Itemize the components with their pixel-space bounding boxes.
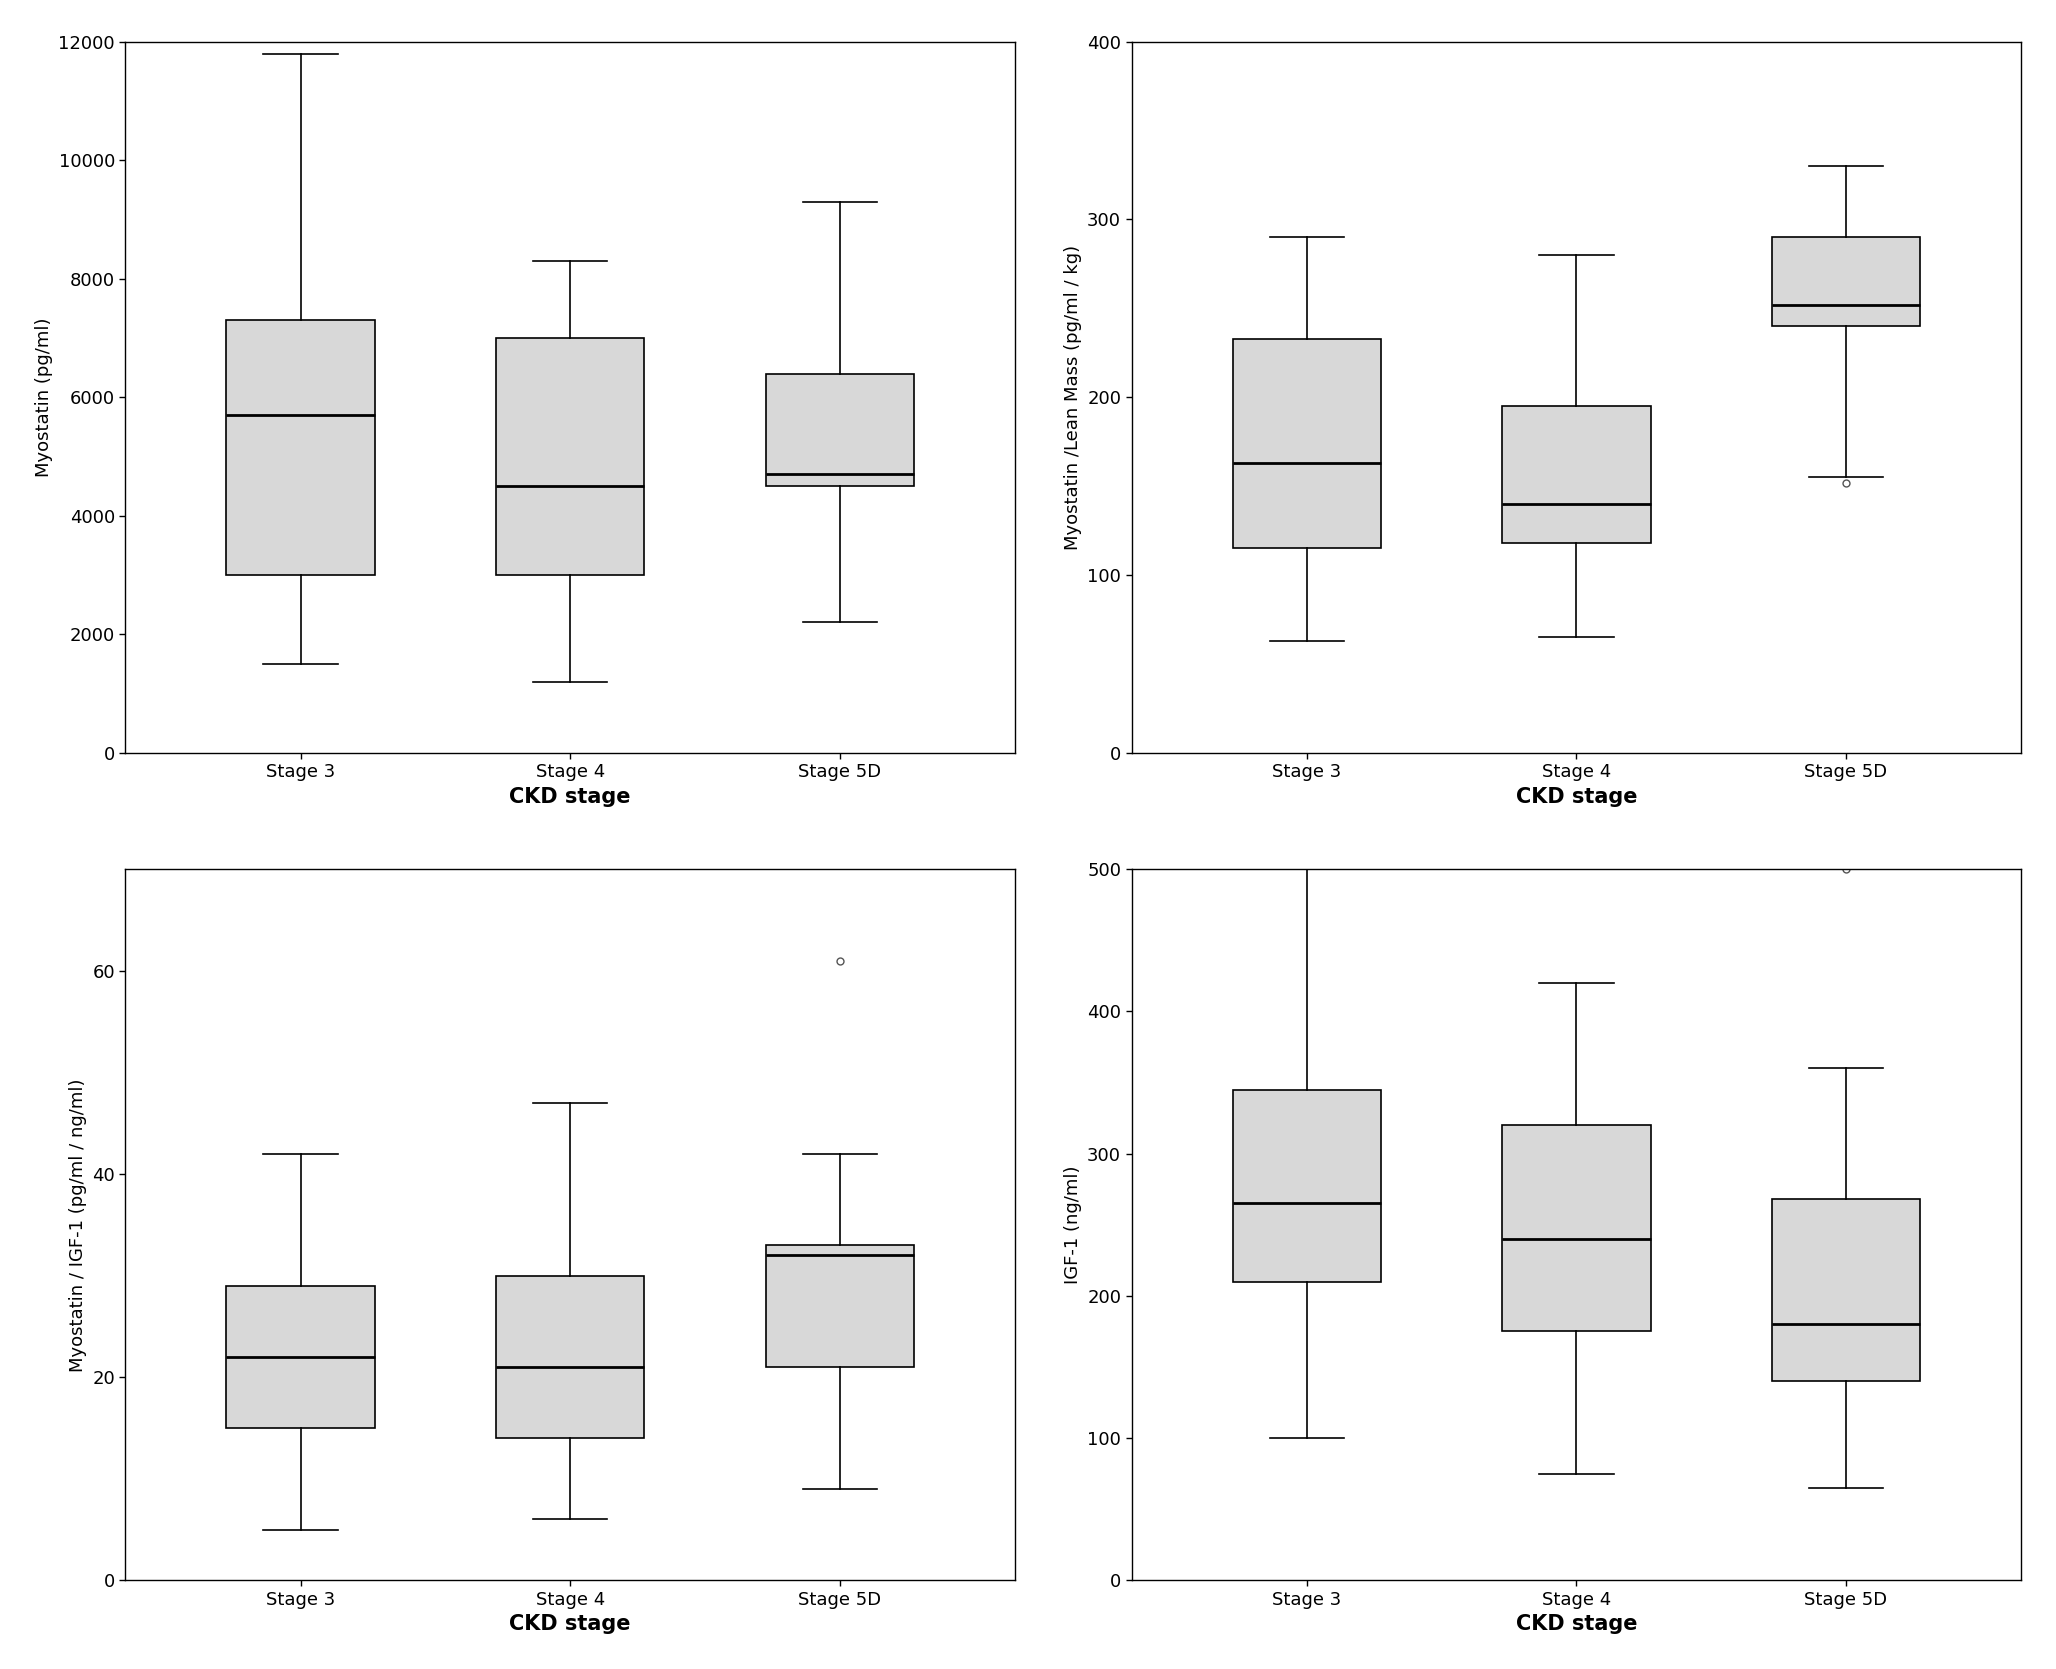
PathPatch shape <box>765 374 915 486</box>
X-axis label: CKD stage: CKD stage <box>510 1614 631 1634</box>
Y-axis label: Myostatin /Lean Mass (pg/ml / kg): Myostatin /Lean Mass (pg/ml / kg) <box>1063 245 1081 549</box>
Y-axis label: Myostatin (pg/ml): Myostatin (pg/ml) <box>35 317 53 477</box>
PathPatch shape <box>1234 1090 1382 1282</box>
PathPatch shape <box>1772 1200 1920 1382</box>
PathPatch shape <box>226 320 374 576</box>
PathPatch shape <box>226 1285 374 1429</box>
PathPatch shape <box>495 339 644 576</box>
PathPatch shape <box>1234 339 1382 549</box>
X-axis label: CKD stage: CKD stage <box>510 786 631 806</box>
X-axis label: CKD stage: CKD stage <box>1515 1614 1637 1634</box>
Y-axis label: IGF-1 (ng/ml): IGF-1 (ng/ml) <box>1063 1165 1081 1283</box>
PathPatch shape <box>1503 406 1651 542</box>
PathPatch shape <box>1503 1125 1651 1332</box>
X-axis label: CKD stage: CKD stage <box>1515 786 1637 806</box>
PathPatch shape <box>1772 237 1920 325</box>
PathPatch shape <box>495 1275 644 1439</box>
PathPatch shape <box>765 1245 915 1367</box>
Y-axis label: Myostatin / IGF-1 (pg/ml / ng/ml): Myostatin / IGF-1 (pg/ml / ng/ml) <box>68 1078 86 1372</box>
